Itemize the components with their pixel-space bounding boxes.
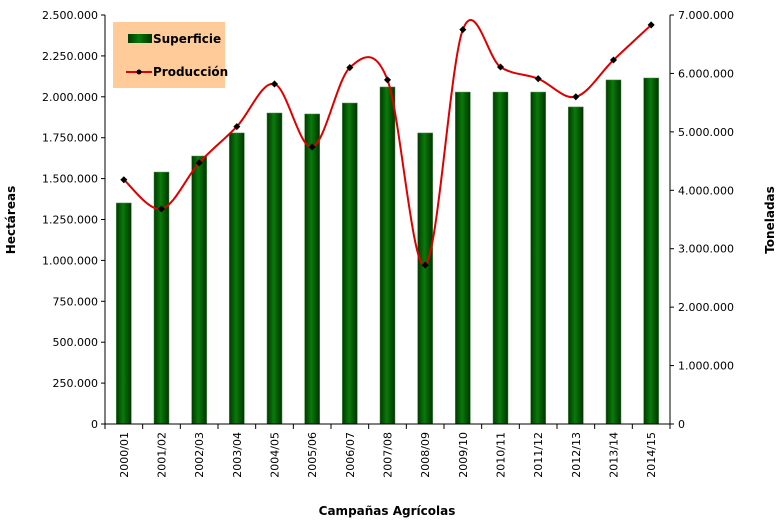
y2-tick-label: 2.000.000 xyxy=(678,301,734,314)
y-axis-title: Hectáreas xyxy=(4,186,18,254)
y-tick-label: 250.000 xyxy=(53,377,99,390)
point-produccion-2010-11 xyxy=(496,63,505,71)
x-tick-label: 2012/13 xyxy=(570,432,583,478)
legend-label-superficie: Superficie xyxy=(153,32,221,46)
point-produccion-2003-04 xyxy=(233,123,241,131)
bar-superficie-2014-15 xyxy=(643,77,659,425)
point-produccion-2004-05 xyxy=(270,80,279,88)
bar-superficie-2005-06 xyxy=(304,113,320,425)
x-tick-label: 2007/08 xyxy=(382,432,395,478)
bar-superficie-2002-03 xyxy=(191,155,207,425)
point-produccion-2002-03 xyxy=(195,159,203,167)
y2-tick-label: 6.000.000 xyxy=(678,67,734,80)
x-tick-label: 2010/11 xyxy=(495,432,508,478)
bar-superficie-2008-09 xyxy=(417,132,433,425)
y2-tick-label: 3.000.000 xyxy=(678,243,734,256)
point-produccion-2000-01 xyxy=(120,176,128,184)
point-produccion-2001-02 xyxy=(157,205,166,213)
x-tick-label: 2005/06 xyxy=(306,432,319,478)
bar-superficie-2003-04 xyxy=(229,132,245,425)
y2-tick-label: 4.000.000 xyxy=(678,184,734,197)
legend-label-produccion: Producción xyxy=(153,65,228,79)
x-tick-label: 2000/01 xyxy=(118,432,131,478)
bar-superficie-2006-07 xyxy=(342,102,358,425)
y2-tick-label: 7.000.000 xyxy=(678,9,734,22)
y-tick-label: 0 xyxy=(91,418,98,431)
y-tick-label: 2.000.000 xyxy=(42,91,98,104)
bar-superficie-2012-13 xyxy=(568,106,584,425)
bar-superficie-2009-10 xyxy=(455,91,471,425)
x-tick-label: 2013/14 xyxy=(608,432,621,478)
legend-swatch-superficie xyxy=(128,34,152,43)
x-tick-label: 2011/12 xyxy=(532,432,545,478)
bar-superficie-2010-11 xyxy=(492,91,509,425)
legend-marker-produccion xyxy=(136,69,142,75)
x-tick-label: 2006/07 xyxy=(344,432,357,478)
x-tick-label: 2009/10 xyxy=(457,432,470,478)
point-produccion-2011-12 xyxy=(534,75,542,83)
point-produccion-2006-07 xyxy=(346,64,354,72)
bar-superficie-2013-14 xyxy=(605,79,622,425)
point-produccion-2014-15 xyxy=(647,21,655,29)
legend: Superficie Producción xyxy=(113,22,228,88)
point-produccion-2009-10 xyxy=(459,26,467,34)
y-tick-label: 1.500.000 xyxy=(42,173,98,186)
x-tick-label: 2002/03 xyxy=(193,432,206,478)
x-axis-title: Campañas Agrícolas xyxy=(319,504,456,518)
bar-superficie-2000-01 xyxy=(116,202,132,425)
y2-tick-label: 0 xyxy=(678,418,685,431)
bar-superficie-2004-05 xyxy=(266,112,283,425)
point-produccion-2012-13 xyxy=(572,93,580,101)
bar-superficie-2007-08 xyxy=(379,86,396,425)
y-tick-label: 2.500.000 xyxy=(42,9,98,22)
x-tick-label: 2008/09 xyxy=(419,432,432,478)
y2-tick-label: 1.000.000 xyxy=(678,360,734,373)
point-produccion-2005-06 xyxy=(308,143,316,151)
x-tick-label: 2003/04 xyxy=(231,432,244,478)
point-produccion-2008-09 xyxy=(421,261,429,269)
point-produccion-2007-08 xyxy=(383,76,392,84)
bar-superficie-2011-12 xyxy=(530,91,546,425)
y-tick-label: 2.250.000 xyxy=(42,50,98,63)
legend-background xyxy=(113,22,225,88)
x-tick-label: 2001/02 xyxy=(156,432,169,478)
line-produccion xyxy=(123,19,652,267)
y-tick-label: 500.000 xyxy=(53,336,99,349)
y2-axis-title: Toneladas xyxy=(763,186,777,254)
y-tick-label: 750.000 xyxy=(53,295,99,308)
point-produccion-2013-14 xyxy=(609,56,618,64)
x-tick-label: 2014/15 xyxy=(645,432,658,478)
y2-tick-label: 5.000.000 xyxy=(678,126,734,139)
y-tick-label: 1.750.000 xyxy=(42,132,98,145)
y-tick-label: 1.000.000 xyxy=(42,254,98,267)
y-tick-label: 1.250.000 xyxy=(42,214,98,227)
x-tick-label: 2004/05 xyxy=(269,432,282,478)
